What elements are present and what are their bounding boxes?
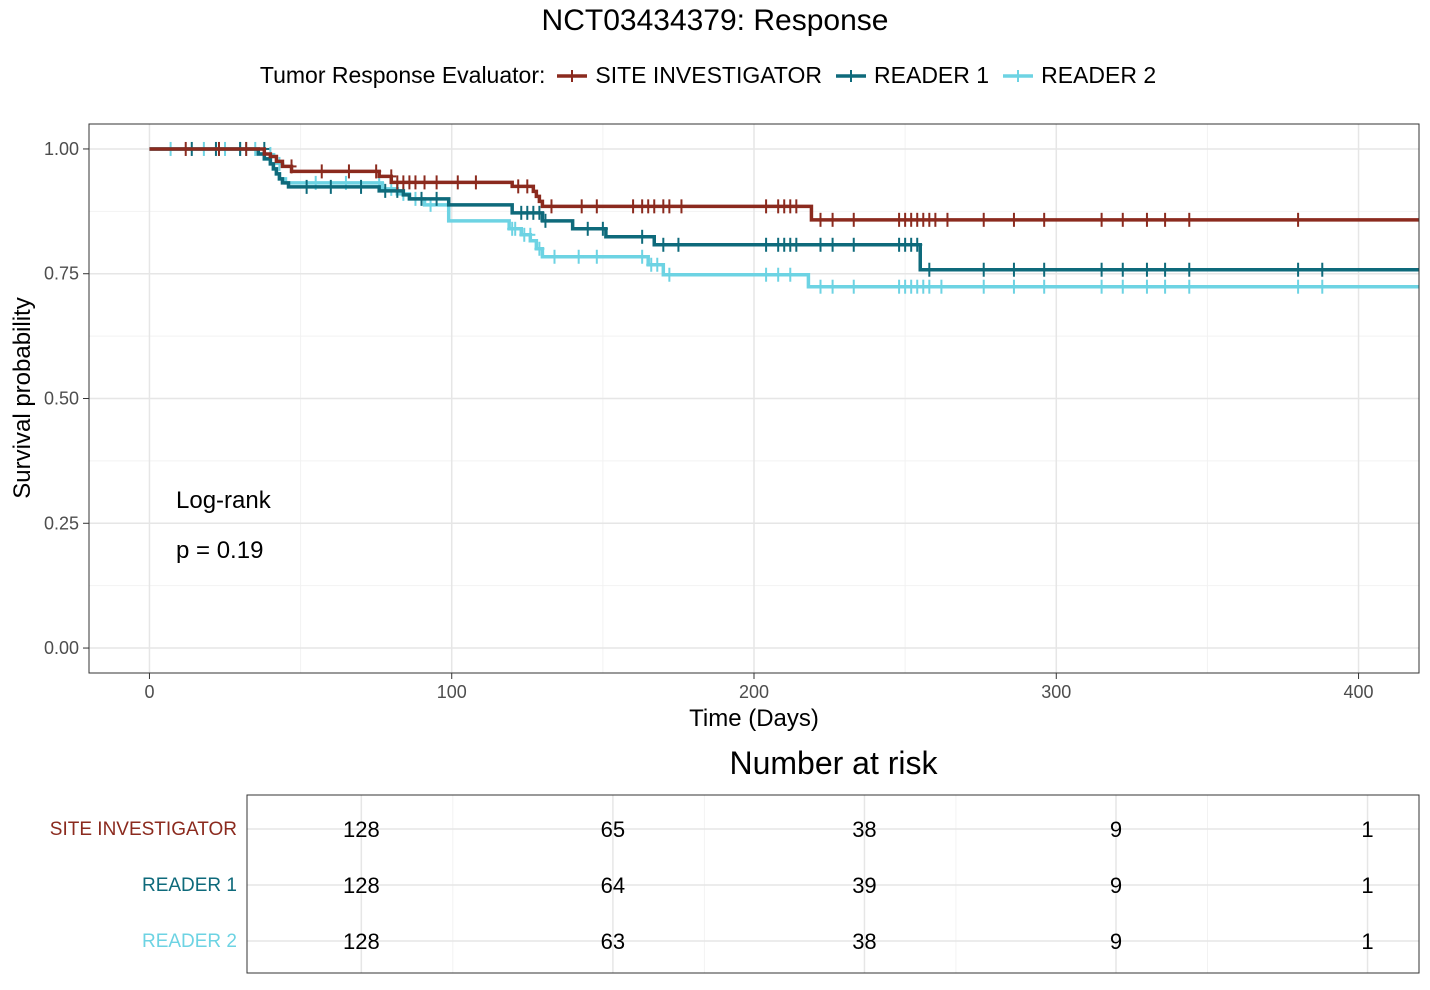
legend: Tumor Response Evaluator: SITE INVESTIGA… — [0, 62, 1430, 89]
risk-cell-reader-2: 63 — [601, 929, 625, 954]
y-axis-title: Survival probability — [9, 297, 36, 498]
x-tick-label: 200 — [739, 682, 769, 702]
legend-key-site-investigator — [557, 69, 588, 82]
risk-cell-site-investigator: 65 — [601, 817, 625, 842]
risk-table: SITE INVESTIGATOR 128 65 38 9 1 READER 1 128 64 3… — [50, 794, 1420, 974]
chart-title: NCT03434379: Response — [541, 4, 889, 37]
y-tick-label: 1.00 — [44, 139, 79, 159]
x-tick-label: 300 — [1041, 682, 1071, 702]
risk-row-label-site-investigator: SITE INVESTIGATOR — [50, 819, 237, 840]
risk-cell-reader-1: 128 — [343, 873, 380, 898]
grid — [89, 124, 1419, 673]
risk-cell-reader-2: 38 — [852, 929, 876, 954]
axes: 0 100 200 300 400 0.00 0.25 0.50 0.75 1.00 — [44, 139, 1374, 702]
risk-cell-reader-2: 1 — [1361, 929, 1373, 954]
y-tick-label: 0.00 — [44, 638, 79, 658]
curve-reader-2 — [149, 147, 1419, 289]
legend-item-reader-2: READER 2 — [1003, 62, 1156, 89]
risk-cell-reader-2: 128 — [343, 929, 380, 954]
legend-label-reader-1: READER 1 — [874, 62, 990, 88]
legend-key-reader-2 — [1003, 69, 1034, 82]
legend-item-reader-1: READER 1 — [836, 62, 989, 89]
logrank-label: Log-rank — [176, 487, 272, 514]
risk-row-label-reader-1: READER 1 — [142, 875, 237, 896]
y-tick-label: 0.50 — [44, 389, 79, 409]
risk-cell-site-investigator: 9 — [1110, 817, 1122, 842]
risk-cell-site-investigator: 38 — [852, 817, 876, 842]
x-tick-label: 400 — [1344, 682, 1374, 702]
legend-key-reader-1 — [836, 69, 867, 82]
legend-item-site-investigator: SITE INVESTIGATOR — [557, 62, 822, 89]
legend-label-site-investigator: SITE INVESTIGATOR — [595, 62, 823, 88]
y-tick-label: 0.25 — [44, 513, 79, 533]
risk-cell-reader-2: 9 — [1110, 929, 1122, 954]
risk-row-label-reader-2: READER 2 — [142, 931, 237, 952]
risk-cell-reader-1: 9 — [1110, 873, 1122, 898]
risk-cell-reader-1: 39 — [852, 873, 876, 898]
risk-table-border — [246, 794, 1420, 974]
x-axis-title: Time (Days) — [689, 705, 819, 732]
survival-curves — [149, 141, 1419, 294]
risk-cell-reader-1: 64 — [601, 873, 625, 898]
legend-label-reader-2: READER 2 — [1041, 62, 1157, 88]
y-tick-label: 0.75 — [44, 264, 79, 284]
x-tick-label: 0 — [144, 682, 154, 702]
risk-cell-site-investigator: 128 — [343, 817, 380, 842]
risk-cell-site-investigator: 1 — [1361, 817, 1373, 842]
risk-table-title: Number at risk — [729, 745, 938, 781]
risk-cell-reader-1: 1 — [1361, 873, 1373, 898]
x-tick-label: 100 — [437, 682, 467, 702]
legend-title: Tumor Response Evaluator: — [259, 62, 546, 88]
pvalue-label: p = 0.19 — [176, 537, 263, 564]
